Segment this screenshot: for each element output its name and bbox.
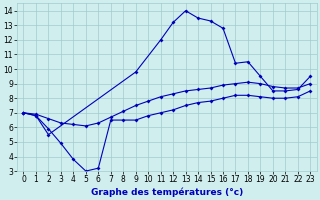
X-axis label: Graphe des températures (°c): Graphe des températures (°c) — [91, 187, 243, 197]
